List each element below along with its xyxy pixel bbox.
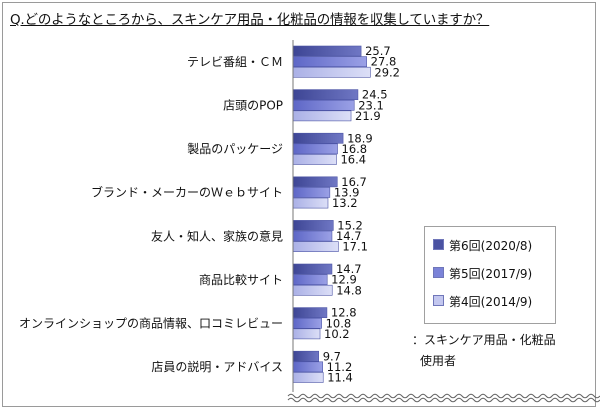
bar (292, 89, 359, 100)
data-label: 9.7 (323, 349, 341, 363)
legend-label: 第5回(2017/9) (449, 267, 533, 281)
data-label: 12.8 (331, 306, 357, 320)
data-label: 17.1 (342, 240, 368, 254)
bar (292, 143, 338, 155)
legend-swatch (433, 295, 444, 306)
legend-swatch (433, 239, 444, 250)
bar (292, 45, 362, 57)
bar (292, 230, 333, 242)
bar (292, 132, 344, 144)
data-label: 11.4 (327, 371, 353, 385)
data-label: 29.2 (374, 65, 400, 79)
data-label: 16.7 (341, 175, 367, 189)
respondent-note: ：スキンケア用品・化粧品 使用者 (412, 330, 556, 372)
bar (292, 56, 367, 67)
bar (292, 361, 323, 373)
bar (292, 350, 320, 362)
legend-item: 第6回(2020/8) (433, 237, 532, 254)
bar (292, 176, 338, 188)
legend-label: 第4回(2014/9) (449, 295, 533, 309)
bar (292, 263, 333, 275)
bar (292, 99, 355, 111)
category-label: ブランド・メーカーのＷｅｂサイト (91, 185, 283, 200)
legend-label: 第6回(2020/8) (449, 239, 533, 253)
data-label: 25.7 (365, 44, 391, 58)
data-label: 16.4 (340, 153, 366, 167)
note-line: ：スキンケア用品・化粧品 (412, 333, 556, 347)
data-label: 16.8 (342, 142, 368, 156)
bar (292, 66, 371, 78)
data-label: 11.2 (327, 360, 353, 374)
bar (292, 328, 321, 340)
category-label: 店員の説明・アドバイス (151, 359, 283, 374)
data-label: 24.5 (362, 88, 388, 102)
data-label: 14.7 (336, 262, 362, 276)
legend-item: 第4回(2014/9) (433, 293, 532, 310)
data-label: 13.2 (332, 196, 358, 210)
bar (292, 154, 337, 165)
bar (292, 241, 339, 253)
category-label: テレビ番組・ＣＭ (187, 55, 283, 69)
bar (292, 110, 352, 122)
bar (292, 317, 322, 329)
data-label: 10.8 (326, 316, 352, 330)
data-label: 21.9 (355, 109, 381, 123)
data-label: 23.1 (358, 98, 384, 112)
chart-title: Q.どのようなところから、スキンケア用品・化粧品の情報を収集していますか？ (10, 12, 490, 28)
bar (292, 197, 329, 209)
data-label: 14.8 (336, 283, 362, 297)
category-label: 商品比較サイト (199, 272, 283, 287)
note-line: 使用者 (420, 354, 457, 368)
category-label: オンラインショップの商品情報、口コミレビュー (19, 316, 283, 331)
data-label: 12.9 (331, 273, 357, 287)
bar (292, 220, 334, 231)
bar (292, 187, 331, 198)
data-label: 18.9 (347, 131, 373, 145)
bar (292, 274, 328, 286)
data-label: 13.9 (334, 186, 360, 200)
data-label: 27.8 (371, 55, 397, 69)
bar (292, 307, 328, 319)
data-label: 15.2 (337, 219, 363, 233)
bar (292, 372, 324, 383)
bar (292, 284, 333, 296)
category-label: 友人・知人、家族の意見 (151, 228, 283, 243)
data-label: 10.2 (324, 327, 350, 341)
category-label: 製品のパッケージ (187, 142, 283, 156)
axis-break-line (287, 393, 600, 399)
legend: 第6回(2020/8) 第5回(2017/9) 第4回(2014/9) (424, 226, 556, 324)
category-label: 店頭のPOP (223, 99, 283, 113)
legend-swatch (433, 267, 444, 278)
axis-break-line (287, 397, 600, 403)
data-label: 14.7 (336, 229, 362, 243)
legend-item: 第5回(2017/9) (433, 265, 532, 282)
